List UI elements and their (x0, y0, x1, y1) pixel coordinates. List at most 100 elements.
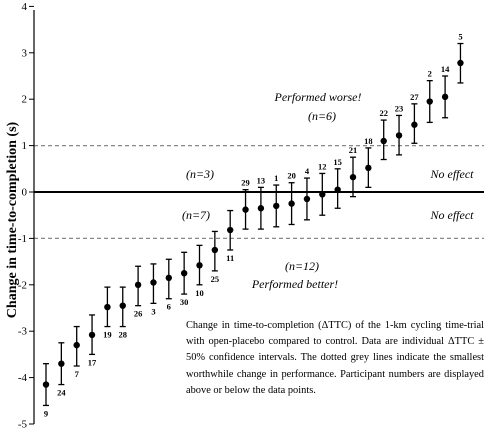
data-point (273, 202, 280, 210)
participant-label: 22 (379, 108, 388, 118)
participant-label: 3 (151, 306, 155, 316)
participant-24: 24 (57, 342, 66, 398)
participant-20: 20 (287, 171, 296, 226)
data-point (150, 279, 157, 286)
y-tick-label: 4 (22, 1, 28, 13)
data-point (119, 302, 126, 309)
data-point (457, 59, 464, 67)
data-point (334, 186, 341, 193)
participant-label: 28 (119, 330, 128, 340)
annotation-no-effect-lower: No effect (430, 208, 475, 222)
data-point (180, 270, 188, 277)
data-point (42, 381, 50, 388)
participant-29: 29 (241, 178, 250, 230)
data-point (211, 246, 219, 254)
participant-6: 6 (165, 258, 172, 312)
participant-9: 9 (42, 363, 50, 418)
participant-2: 2 (426, 69, 433, 124)
participant-label: 12 (318, 161, 327, 171)
y-tick-label: -3 (18, 326, 28, 338)
data-point (104, 303, 111, 311)
participant-5: 5 (457, 32, 464, 84)
participant-label: 27 (410, 92, 419, 102)
participant-label: 5 (458, 32, 462, 42)
participant-25: 25 (211, 230, 220, 284)
participant-10: 10 (195, 244, 204, 298)
y-tick-label: -2 (18, 279, 27, 291)
y-tick-label: 0 (22, 187, 28, 199)
participant-label: 18 (364, 136, 373, 146)
participant-12: 12 (318, 161, 327, 216)
annotation-no-effect-upper: No effect (430, 167, 475, 181)
reference-lines (34, 145, 484, 239)
participant-14: 14 (441, 64, 450, 119)
participant-label: 24 (57, 388, 66, 398)
y-tick-label: -1 (18, 233, 27, 245)
data-point (257, 205, 265, 212)
participant-label: 9 (44, 408, 48, 418)
annotation-performed-better: Performed better! (251, 277, 338, 291)
participant-label: 10 (195, 288, 204, 298)
y-tick-label: 3 (22, 47, 28, 59)
data-point (242, 206, 249, 213)
annotation-n7: (n=7) (182, 208, 210, 222)
participant-label: 30 (180, 297, 189, 307)
data-point (58, 360, 65, 367)
participant-label: 19 (103, 330, 112, 340)
participant-label: 13 (257, 175, 266, 185)
data-point (411, 121, 418, 128)
data-point (319, 191, 326, 198)
data-point (303, 195, 311, 203)
annotation-n12: (n=12) (285, 259, 319, 273)
data-point (196, 262, 203, 269)
data-point (349, 173, 357, 181)
data-point (288, 200, 295, 207)
participant-27: 27 (410, 92, 419, 144)
participant-7: 7 (73, 325, 80, 379)
participant-26: 26 (134, 265, 142, 319)
participant-label: 21 (349, 145, 358, 155)
participant-11: 11 (226, 209, 234, 263)
data-point (88, 331, 96, 339)
participant-3: 3 (150, 263, 157, 316)
participant-18: 18 (364, 136, 373, 189)
participant-label: 1 (274, 173, 278, 183)
participant-21: 21 (349, 145, 358, 198)
participant-label: 17 (88, 357, 97, 367)
participant-30: 30 (180, 251, 189, 307)
participant-label: 15 (333, 157, 342, 167)
y-axis-title: Change in time-to-completion (s) (5, 121, 20, 318)
participant-label: 29 (241, 178, 250, 188)
data-point (380, 137, 387, 145)
y-tick-label: -5 (18, 419, 28, 431)
y-axis-ticks: -5 -4 -3 -2 -1 0 1 2 3 4 (18, 1, 34, 431)
participant-label: 2 (428, 69, 432, 79)
participant-15: 15 (333, 157, 342, 209)
data-point (441, 93, 449, 101)
participant-label: 4 (305, 166, 310, 176)
y-tick-label: -4 (18, 372, 28, 384)
participant-1: 1 (273, 173, 280, 228)
participant-label: 25 (211, 274, 220, 284)
participant-label: 7 (75, 369, 80, 379)
annotation-n3: (n=3) (186, 167, 214, 181)
data-point (165, 274, 172, 282)
participant-4: 4 (303, 166, 311, 221)
participant-17: 17 (88, 314, 97, 367)
data-point (395, 132, 403, 139)
participant-label: 23 (395, 103, 404, 113)
y-tick-label: 2 (22, 94, 28, 106)
participant-label: 11 (226, 253, 234, 263)
participant-28: 28 (119, 286, 128, 340)
annotation-performed-worse: Performed worse! (274, 90, 362, 104)
participant-label: 20 (287, 171, 296, 181)
participant-19: 19 (103, 286, 112, 340)
data-point (73, 341, 80, 349)
participant-label: 14 (441, 64, 450, 74)
participant-22: 22 (379, 108, 388, 161)
participant-13: 13 (257, 175, 266, 230)
data-point (134, 281, 142, 288)
data-point (227, 226, 234, 234)
data-point (365, 164, 372, 172)
